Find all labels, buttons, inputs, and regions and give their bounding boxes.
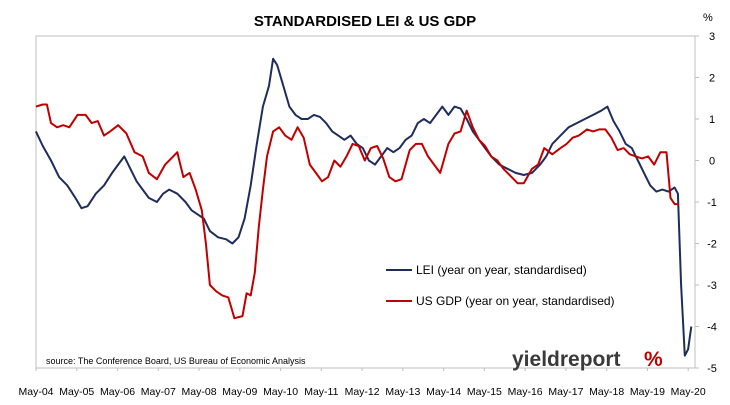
y-tick-label: 1 xyxy=(709,114,715,126)
y-tick-label: -3 xyxy=(707,280,717,292)
y-tick-label: 3 xyxy=(709,31,715,43)
x-tick-label: May-09 xyxy=(222,386,257,398)
x-tick-label: May-12 xyxy=(345,386,380,398)
x-tick-label: May-16 xyxy=(508,386,543,398)
logo-wordmark: yieldreport xyxy=(512,348,621,371)
lei-series-line xyxy=(34,57,693,357)
yieldreport-logo: yieldreport % xyxy=(512,348,663,371)
x-tick-label: May-18 xyxy=(589,386,624,398)
x-axis: May-04 May-05 May-06 May-07 May-08 May-09 May-… xyxy=(18,368,706,398)
y-tick-label: -2 xyxy=(707,239,717,251)
x-tick-label: May-11 xyxy=(304,386,338,398)
y-tick-label: -1 xyxy=(707,197,717,209)
y-axis: 3 2 1 0 -1 -2 -3 -4 -5 xyxy=(695,31,717,375)
x-tick-label: May-05 xyxy=(59,386,94,398)
y-tick-label: -5 xyxy=(707,363,717,375)
y-tick-label: 2 xyxy=(709,73,715,85)
x-tick-label: May-15 xyxy=(467,386,502,398)
x-tick-label: May-13 xyxy=(385,386,420,398)
chart-title: STANDARDISED LEI & US GDP xyxy=(254,13,476,30)
x-tick-label: May-06 xyxy=(100,386,135,398)
source-note: source: The Conference Board, US Bureau … xyxy=(46,356,306,366)
x-tick-label: May-07 xyxy=(141,386,176,398)
legend: LEI (year on year, standardised) US GDP (… xyxy=(386,263,615,308)
y-tick-label: 0 xyxy=(709,156,715,168)
x-tick-label: May-17 xyxy=(548,386,583,398)
gdp-series-line xyxy=(35,103,679,320)
logo-percent-icon: % xyxy=(644,348,663,371)
y-tick-label: -4 xyxy=(707,322,717,334)
series-layer xyxy=(34,57,693,357)
x-tick-label: May-14 xyxy=(426,386,461,398)
y-axis-unit-label: % xyxy=(703,12,713,24)
legend-label: LEI (year on year, standardised) xyxy=(416,263,587,277)
plot-area-border xyxy=(35,35,696,369)
x-tick-label: May-20 xyxy=(671,386,706,398)
x-tick-label: May-08 xyxy=(182,386,217,398)
x-tick-label: May-04 xyxy=(18,386,53,398)
legend-label: US GDP (year on year, standardised) xyxy=(416,294,615,308)
x-tick-label: May-19 xyxy=(630,386,665,398)
x-tick-label: May-10 xyxy=(263,386,298,398)
